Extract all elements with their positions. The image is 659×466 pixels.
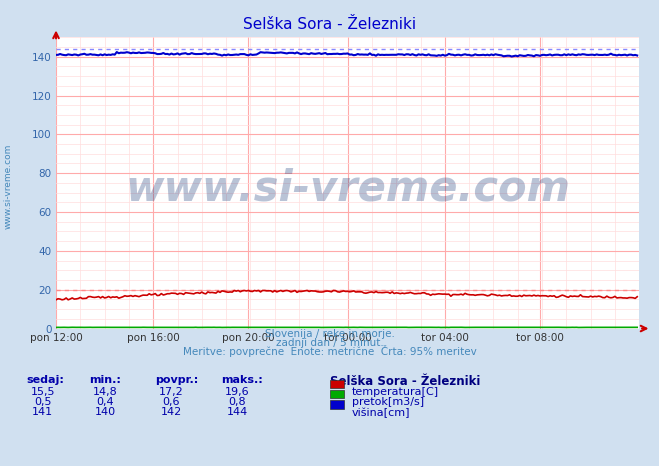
Text: Selška Sora - Železniki: Selška Sora - Železniki	[330, 375, 480, 388]
Text: 142: 142	[161, 407, 182, 417]
Text: 14,8: 14,8	[93, 387, 118, 397]
Text: 17,2: 17,2	[159, 387, 184, 397]
Text: Meritve: povprečne  Enote: metrične  Črta: 95% meritev: Meritve: povprečne Enote: metrične Črta:…	[183, 345, 476, 356]
Text: 19,6: 19,6	[225, 387, 250, 397]
Text: sedaj:: sedaj:	[26, 375, 64, 385]
Text: 0,6: 0,6	[163, 397, 180, 407]
Text: 0,5: 0,5	[34, 397, 51, 407]
Text: Slovenija / reke in morje.: Slovenija / reke in morje.	[264, 329, 395, 339]
Text: maks.:: maks.:	[221, 375, 262, 385]
Text: pretok[m3/s]: pretok[m3/s]	[352, 397, 424, 407]
Text: temperatura[C]: temperatura[C]	[352, 387, 439, 397]
Text: min.:: min.:	[89, 375, 121, 385]
Text: www.si-vreme.com: www.si-vreme.com	[3, 144, 13, 229]
Text: Selška Sora - Železniki: Selška Sora - Železniki	[243, 17, 416, 32]
Text: 0,8: 0,8	[229, 397, 246, 407]
Text: www.si-vreme.com: www.si-vreme.com	[125, 168, 570, 210]
Text: 144: 144	[227, 407, 248, 417]
Text: 0,4: 0,4	[97, 397, 114, 407]
Text: 140: 140	[95, 407, 116, 417]
Text: višina[cm]: višina[cm]	[352, 407, 411, 418]
Text: 141: 141	[32, 407, 53, 417]
Text: 15,5: 15,5	[30, 387, 55, 397]
Text: zadnji dan / 5 minut.: zadnji dan / 5 minut.	[275, 338, 384, 348]
Text: povpr.:: povpr.:	[155, 375, 198, 385]
